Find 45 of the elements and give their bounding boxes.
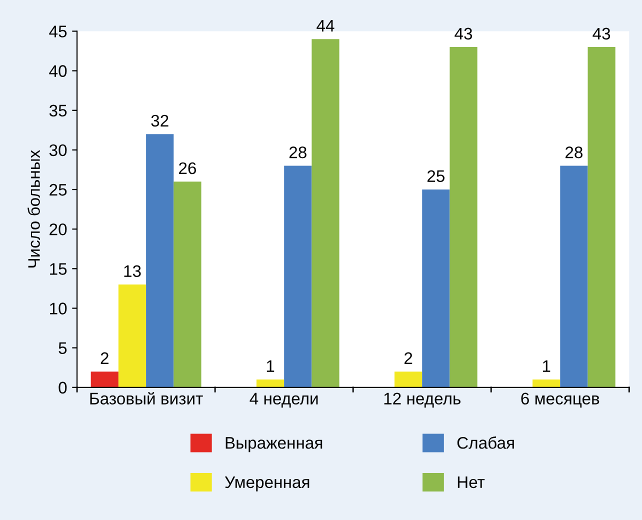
y-tick-label: 15 bbox=[50, 263, 67, 275]
y-tick-label: 30 bbox=[49, 144, 67, 156]
x-tick-label: Базовый визит bbox=[90, 392, 203, 405]
bar bbox=[90, 372, 118, 388]
data-label: 44 bbox=[316, 20, 334, 32]
bar bbox=[312, 39, 340, 388]
y-tick-label: 5 bbox=[58, 342, 67, 354]
y-tick-label: 35 bbox=[49, 104, 67, 117]
bar bbox=[146, 134, 174, 388]
y-axis-title: Число больных bbox=[28, 150, 40, 268]
bar bbox=[284, 166, 312, 388]
legend-label: Слабая bbox=[457, 436, 514, 449]
x-tick-label: 4 недели bbox=[250, 392, 318, 408]
x-tick-label: 6 месяцев bbox=[521, 392, 600, 408]
data-label: 13 bbox=[124, 265, 141, 278]
bar bbox=[422, 190, 450, 388]
legend-label: Выраженная bbox=[226, 437, 322, 452]
bar bbox=[174, 182, 202, 388]
y-tick-label: 40 bbox=[49, 65, 67, 77]
bar bbox=[450, 47, 478, 388]
bar bbox=[588, 47, 616, 388]
data-label: 43 bbox=[454, 28, 472, 40]
x-tick-label: 12 недель bbox=[384, 392, 460, 408]
y-tick-label: 10 bbox=[50, 302, 67, 314]
data-label: 25 bbox=[427, 170, 444, 182]
legend-label: Умеренная bbox=[224, 476, 310, 492]
bar bbox=[118, 284, 146, 388]
data-label: 2 bbox=[100, 352, 108, 364]
bar bbox=[532, 379, 560, 388]
data-label: 32 bbox=[151, 114, 168, 127]
data-label: 1 bbox=[266, 360, 274, 372]
bar bbox=[560, 166, 588, 388]
y-tick-label: 45 bbox=[49, 26, 67, 38]
data-label: 28 bbox=[566, 146, 582, 158]
data-label: 2 bbox=[404, 352, 412, 364]
data-label: 1 bbox=[542, 360, 550, 372]
y-tick-label: 25 bbox=[50, 184, 67, 196]
data-label: 26 bbox=[179, 162, 196, 174]
y-tick-label: 0 bbox=[58, 382, 67, 394]
data-label: 43 bbox=[592, 28, 610, 40]
bar bbox=[256, 379, 284, 388]
data-label: 28 bbox=[289, 146, 306, 158]
y-tick-label: 20 bbox=[50, 223, 67, 236]
bar bbox=[394, 372, 422, 388]
legend-label: Нет bbox=[458, 476, 485, 488]
